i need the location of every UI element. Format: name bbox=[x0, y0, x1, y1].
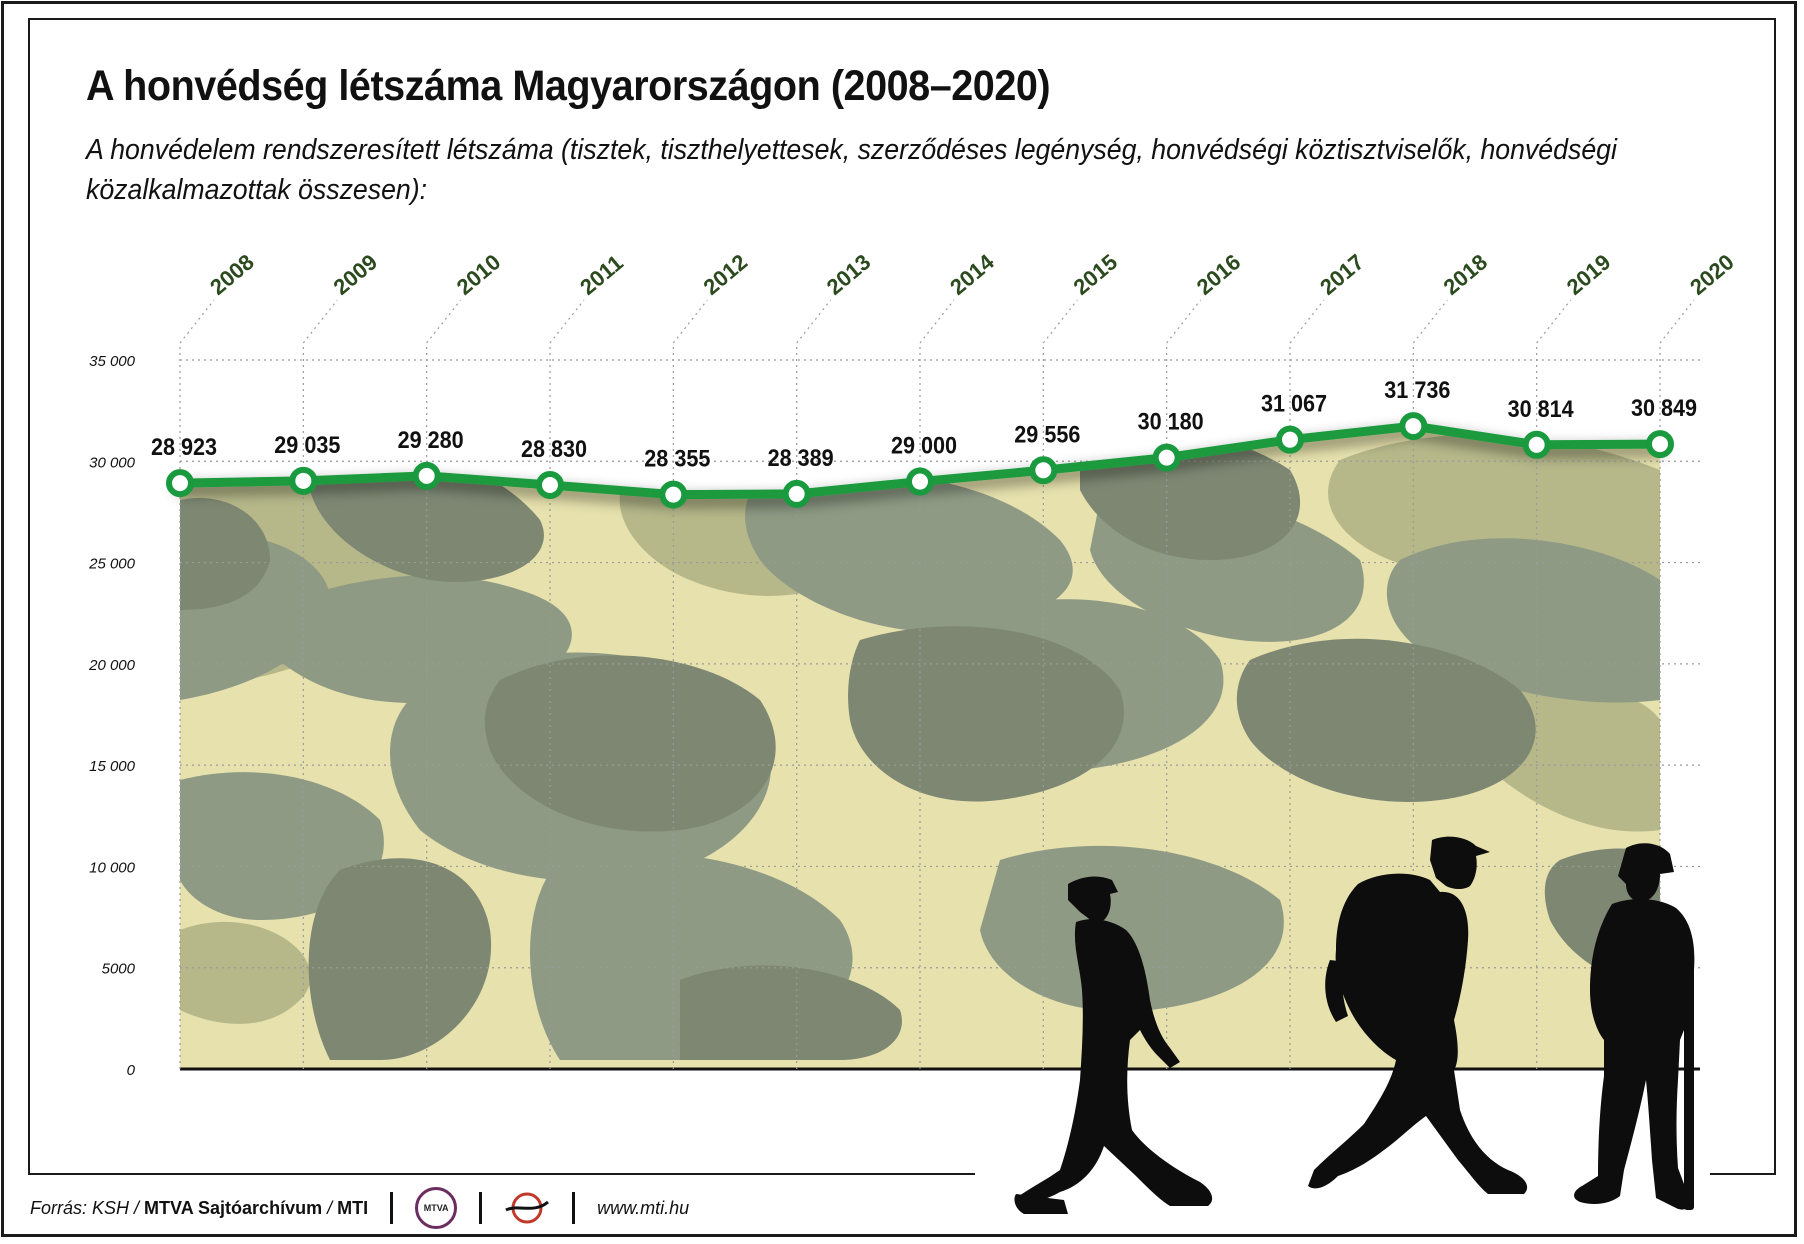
y-tick-label: 15 000 bbox=[89, 758, 136, 775]
year-leader-line bbox=[426, 299, 462, 1069]
y-tick-label: 25 000 bbox=[88, 556, 136, 573]
data-label: 29 556 bbox=[1014, 420, 1080, 447]
y-tick-label: 20 000 bbox=[88, 657, 136, 674]
data-point bbox=[1029, 456, 1058, 485]
year-leader-lines bbox=[179, 299, 1695, 1069]
rifle-icon bbox=[1684, 960, 1694, 1210]
soldier-rifle-icon bbox=[1574, 843, 1695, 1210]
year-leader-line bbox=[549, 299, 585, 1069]
year-label: 2016 bbox=[1192, 249, 1246, 300]
soldier-silhouettes-icon bbox=[1014, 836, 1695, 1214]
mtva-logo-text: MTVA bbox=[423, 1203, 449, 1213]
year-leader-line bbox=[1659, 299, 1695, 1069]
footer-divider bbox=[390, 1192, 394, 1224]
year-label: 2019 bbox=[1562, 249, 1616, 300]
year-label: 2008 bbox=[205, 249, 259, 300]
data-point bbox=[1646, 430, 1674, 459]
year-label: 2009 bbox=[328, 249, 382, 300]
y-tick-label: 30 000 bbox=[89, 454, 136, 471]
data-point bbox=[659, 480, 688, 509]
year-label: 2013 bbox=[822, 249, 876, 300]
y-tick-label: 35 000 bbox=[89, 353, 136, 370]
data-labels: 28 923 29 035 29 280 28 830 28 355 28 389 29 0… bbox=[151, 376, 1697, 472]
data-label: 28 830 bbox=[521, 435, 587, 462]
year-label: 2020 bbox=[1685, 249, 1739, 300]
footer-divider bbox=[479, 1192, 483, 1224]
data-point bbox=[906, 467, 934, 496]
data-point bbox=[1152, 443, 1181, 472]
footer: Forrás: KSH / MTVA Sajtóarchívum / MTI M… bbox=[30, 1187, 690, 1229]
y-axis-ticks: 0 5000 10 000 15 000 20 000 25 000 30 000 35 00… bbox=[88, 353, 136, 1079]
chart-subtitle: A honvédelem rendszeresített létszáma (t… bbox=[86, 134, 1617, 206]
soldier-walking-icon bbox=[1014, 876, 1213, 1214]
source-slash: / bbox=[327, 1197, 333, 1218]
data-label: 29 000 bbox=[891, 431, 957, 458]
year-leader-line bbox=[302, 299, 338, 1069]
year-label: 2018 bbox=[1438, 249, 1492, 300]
soldier-backpack-icon bbox=[1308, 836, 1528, 1194]
year-label: 2015 bbox=[1068, 249, 1122, 300]
data-label: 31 736 bbox=[1384, 376, 1450, 403]
year-label: 2014 bbox=[945, 249, 999, 300]
year-label: 2010 bbox=[452, 249, 506, 300]
year-leader-line bbox=[1536, 299, 1572, 1069]
chart-title: A honvédség létszáma Magyarországon (200… bbox=[86, 62, 1051, 110]
year-label: 2011 bbox=[575, 250, 628, 300]
data-point bbox=[166, 469, 194, 498]
year-leader-line bbox=[179, 299, 215, 1069]
y-tick-label: 0 bbox=[127, 1062, 136, 1079]
year-label: 2017 bbox=[1315, 249, 1369, 300]
year-leader-line bbox=[1166, 299, 1202, 1069]
year-leader-line bbox=[1042, 299, 1078, 1069]
data-point bbox=[782, 479, 811, 508]
source-agency: MTI bbox=[337, 1197, 369, 1218]
mtva-logo-icon: MTVA bbox=[415, 1187, 458, 1229]
year-label: 2012 bbox=[698, 249, 752, 300]
data-label: 28 355 bbox=[644, 445, 710, 472]
mti-logo-icon bbox=[505, 1192, 550, 1224]
data-label: 29 035 bbox=[274, 431, 340, 458]
data-point bbox=[1276, 425, 1304, 454]
data-point bbox=[412, 461, 441, 490]
year-leader-line bbox=[796, 299, 832, 1069]
data-point bbox=[1399, 412, 1428, 441]
data-label: 30 180 bbox=[1138, 408, 1204, 435]
footer-url[interactable]: www.mti.hu bbox=[597, 1197, 690, 1218]
footer-divider bbox=[572, 1192, 576, 1224]
data-label: 29 280 bbox=[398, 426, 464, 453]
data-label: 30 849 bbox=[1631, 394, 1697, 421]
year-leader-line bbox=[1289, 299, 1325, 1069]
data-label: 31 067 bbox=[1261, 390, 1327, 417]
data-label: 30 814 bbox=[1508, 395, 1574, 422]
data-point bbox=[289, 466, 318, 495]
year-leader-line bbox=[1412, 299, 1448, 1069]
data-label: 28 923 bbox=[151, 433, 217, 460]
data-label: 28 389 bbox=[768, 444, 834, 471]
y-tick-label: 5000 bbox=[102, 961, 136, 978]
source-prefix: Forrás: KSH / bbox=[30, 1197, 140, 1218]
year-leader-line bbox=[919, 299, 955, 1069]
data-point bbox=[1522, 430, 1551, 459]
year-leader-line bbox=[672, 299, 708, 1069]
data-point bbox=[536, 470, 564, 499]
year-labels: 2008 2009 2010 2011 2012 2013 2014 2015 2016 2017… bbox=[205, 249, 1739, 300]
data-points bbox=[166, 412, 1674, 509]
y-tick-label: 10 000 bbox=[89, 859, 136, 876]
source-archive: MTVA Sajtóarchívum bbox=[144, 1197, 323, 1218]
